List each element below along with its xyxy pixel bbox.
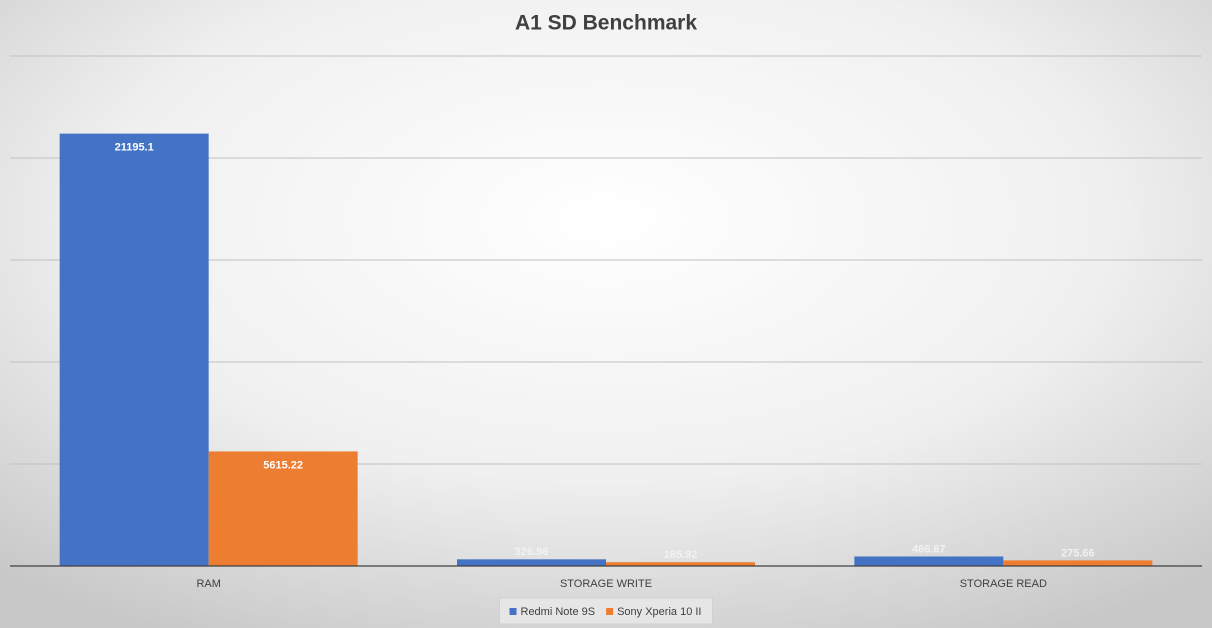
legend: Redmi Note 9S Sony Xperia 10 II — [499, 597, 713, 625]
legend-label: Redmi Note 9S — [521, 606, 596, 618]
legend-box — [499, 597, 713, 625]
bar — [208, 451, 358, 566]
legend-swatch — [606, 608, 614, 615]
x-tick-label: STORAGE WRITE — [560, 578, 652, 590]
legend-swatch — [509, 608, 517, 615]
data-label: 5615.22 — [263, 459, 303, 471]
data-label: 185.92 — [664, 549, 698, 561]
bar — [59, 133, 209, 566]
bar — [1003, 560, 1153, 566]
bar — [457, 559, 606, 566]
data-label: 275.66 — [1061, 547, 1095, 559]
legend-label: Sony Xperia 10 II — [617, 606, 701, 618]
x-tick-label: STORAGE READ — [960, 578, 1047, 590]
chart-title: A1 SD Benchmark — [515, 12, 697, 35]
bar — [606, 562, 755, 566]
data-label: 21195.1 — [115, 142, 154, 154]
data-label: 326.96 — [515, 546, 549, 558]
x-tick-label: RAM — [196, 578, 220, 590]
bar — [854, 556, 1004, 566]
data-label: 466.67 — [912, 543, 946, 555]
